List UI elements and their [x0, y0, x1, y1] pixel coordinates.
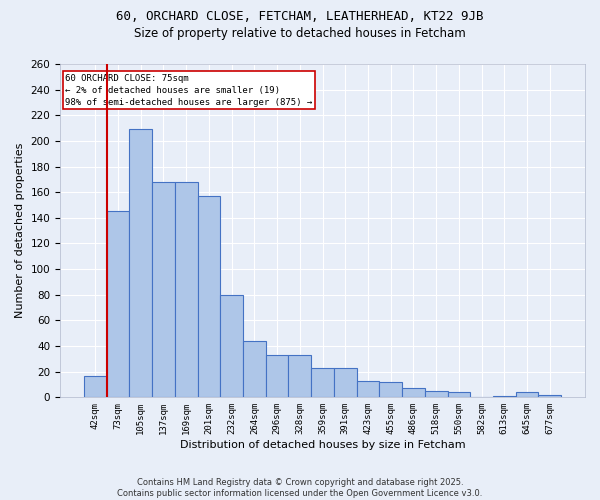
Text: 60, ORCHARD CLOSE, FETCHAM, LEATHERHEAD, KT22 9JB: 60, ORCHARD CLOSE, FETCHAM, LEATHERHEAD,…	[116, 10, 484, 23]
Bar	[356, 380, 379, 398]
Bar	[197, 196, 220, 398]
Bar	[425, 391, 448, 398]
Text: Contains HM Land Registry data © Crown copyright and database right 2025.
Contai: Contains HM Land Registry data © Crown c…	[118, 478, 482, 498]
Bar	[311, 368, 334, 398]
Bar	[379, 382, 402, 398]
Bar	[289, 355, 311, 398]
X-axis label: Distribution of detached houses by size in Fetcham: Distribution of detached houses by size …	[180, 440, 466, 450]
Bar	[266, 355, 289, 398]
Bar	[515, 392, 538, 398]
Bar	[493, 396, 515, 398]
Bar	[130, 130, 152, 398]
Bar	[152, 182, 175, 398]
Bar	[220, 295, 243, 398]
Bar	[448, 392, 470, 398]
Bar	[107, 212, 130, 398]
Bar	[538, 395, 561, 398]
Text: 60 ORCHARD CLOSE: 75sqm
← 2% of detached houses are smaller (19)
98% of semi-det: 60 ORCHARD CLOSE: 75sqm ← 2% of detached…	[65, 74, 313, 106]
Text: Size of property relative to detached houses in Fetcham: Size of property relative to detached ho…	[134, 28, 466, 40]
Bar	[243, 341, 266, 398]
Bar	[334, 368, 356, 398]
Bar	[402, 388, 425, 398]
Bar	[84, 376, 107, 398]
Y-axis label: Number of detached properties: Number of detached properties	[15, 143, 25, 318]
Bar	[175, 182, 197, 398]
